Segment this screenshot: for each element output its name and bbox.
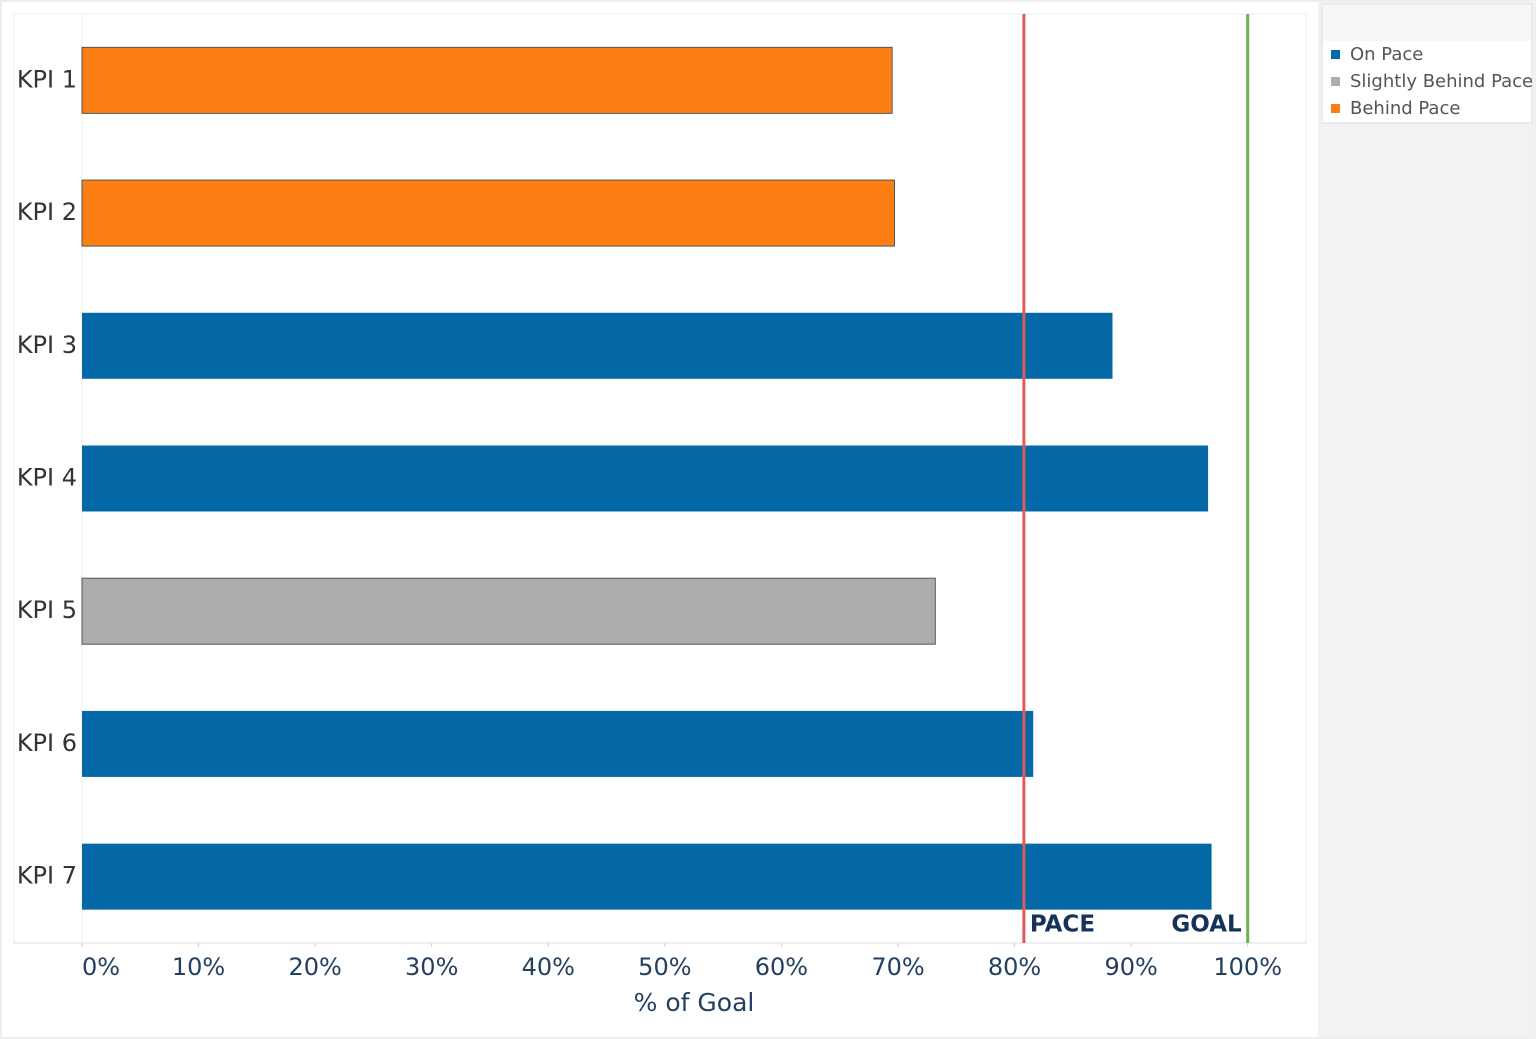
reference-label: PACE — [1030, 912, 1095, 938]
x-tick-label: 70% — [871, 953, 924, 981]
legend-swatch — [1331, 77, 1340, 86]
bar — [82, 843, 1212, 910]
x-tick-label: 50% — [638, 953, 691, 981]
legend-swatch — [1331, 50, 1340, 59]
legend-label: Behind Pace — [1350, 98, 1460, 119]
y-tick-label: KPI 5 — [17, 596, 77, 624]
bar — [82, 710, 1034, 777]
legend-label: Slightly Behind Pace — [1350, 71, 1533, 92]
reference-label: GOAL — [1171, 912, 1242, 938]
x-tick-label: 100% — [1213, 953, 1282, 981]
y-tick-label: KPI 1 — [17, 65, 77, 93]
bar — [81, 179, 896, 247]
bar — [82, 312, 1113, 379]
x-tick-label: 90% — [1104, 953, 1157, 981]
x-tick-label: 0% — [82, 953, 120, 981]
legend-header — [1323, 5, 1531, 41]
x-tick-label: 80% — [988, 953, 1041, 981]
bar — [82, 445, 1209, 512]
y-tick-label: KPI 6 — [17, 729, 77, 757]
x-tick-label: 10% — [172, 953, 225, 981]
y-tick-label: KPI 7 — [17, 862, 77, 890]
bar — [81, 46, 893, 114]
y-tick-label: KPI 4 — [17, 464, 77, 492]
y-tick-label: KPI 3 — [17, 331, 77, 359]
x-tick-label: 60% — [755, 953, 808, 981]
legend-panel — [1318, 1, 1535, 1038]
y-tick-label: KPI 2 — [17, 198, 77, 226]
bar — [81, 577, 936, 645]
x-tick-label: 40% — [522, 953, 575, 981]
legend-swatch — [1331, 104, 1340, 113]
legend-label: On Pace — [1350, 44, 1423, 65]
x-tick-label: 20% — [288, 953, 341, 981]
x-axis-label: % of Goal — [634, 988, 755, 1017]
x-tick-label: 30% — [405, 953, 458, 981]
